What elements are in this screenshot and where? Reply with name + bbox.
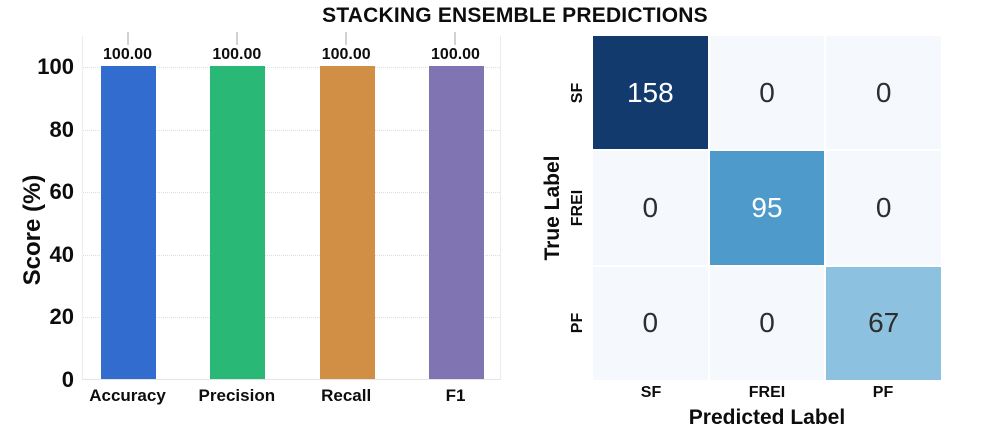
x-tick-label: Accuracy xyxy=(89,386,166,405)
gridline xyxy=(83,192,500,194)
bar-plot-area xyxy=(82,36,501,380)
matrix-cell: 0 xyxy=(709,266,825,380)
matrix-cell-value: 0 xyxy=(759,76,775,108)
gridline xyxy=(83,67,500,68)
matrix-cell-value: 0 xyxy=(759,307,775,339)
matrix-col-label: FREI xyxy=(748,384,786,401)
y-tick-label: 0 xyxy=(61,367,74,392)
matrix-cell-value: 95 xyxy=(751,191,783,223)
y-tick-label: 80 xyxy=(49,116,74,142)
bar xyxy=(101,66,156,379)
gridline xyxy=(83,317,500,319)
matrix-row-label: PF xyxy=(569,312,586,333)
matrix-grid: 158 0 0 0 95 0 0 0 67 xyxy=(593,36,941,380)
matrix-row-label: SF xyxy=(569,83,586,104)
bar xyxy=(319,66,375,379)
bar-chart-ylabel: Score (%) xyxy=(19,174,46,286)
matrix-cell: 0 xyxy=(826,151,941,265)
matrix-col-label: SF xyxy=(640,384,662,401)
bar xyxy=(428,66,484,379)
top-tick xyxy=(235,32,238,45)
matrix-cell-value: 67 xyxy=(868,307,900,339)
y-tick-label: 20 xyxy=(49,304,74,330)
matrix-cell-value: 158 xyxy=(626,76,674,108)
y-tick-label: 60 xyxy=(49,179,74,205)
bar-value-label: 100.00 xyxy=(212,46,262,63)
bar xyxy=(210,66,266,379)
matrix-cell: 0 xyxy=(709,36,825,150)
gridline xyxy=(83,129,500,131)
matrix-cell: 0 xyxy=(826,36,941,150)
bar-value-label: 100.00 xyxy=(103,46,152,63)
matrix-cell-value: 0 xyxy=(642,307,659,339)
matrix-cell: 0 xyxy=(593,266,708,380)
top-tick xyxy=(345,32,348,45)
x-tick-label: Precision xyxy=(198,386,276,405)
y-tick-label: 100 xyxy=(37,54,74,79)
bar-value-label: 100.00 xyxy=(321,46,371,63)
bar-value-label: 100.00 xyxy=(431,46,480,63)
matrix-cell-value: 0 xyxy=(875,191,892,223)
matrix-xlabel: Predicted Label xyxy=(688,406,846,429)
top-tick xyxy=(454,32,457,45)
matrix-cell-value: 0 xyxy=(875,76,892,108)
top-tick xyxy=(126,32,129,45)
matrix-cell: 0 xyxy=(593,151,708,265)
gridline xyxy=(83,254,500,256)
matrix-ylabel: True Label xyxy=(541,155,564,261)
matrix-cell: 95 xyxy=(709,151,825,265)
y-tick-label: 40 xyxy=(49,241,74,267)
matrix-cell-value: 0 xyxy=(642,191,659,223)
matrix-cell: 67 xyxy=(826,266,941,380)
figure-title: STACKING ENSEMBLE PREDICTIONS xyxy=(322,4,708,27)
matrix-cell: 158 xyxy=(593,36,708,150)
x-tick-label: F1 xyxy=(445,386,466,405)
matrix-col-label: PF xyxy=(872,384,894,401)
x-tick-label: Recall xyxy=(321,386,372,405)
matrix-row-label: FREI xyxy=(569,189,586,227)
